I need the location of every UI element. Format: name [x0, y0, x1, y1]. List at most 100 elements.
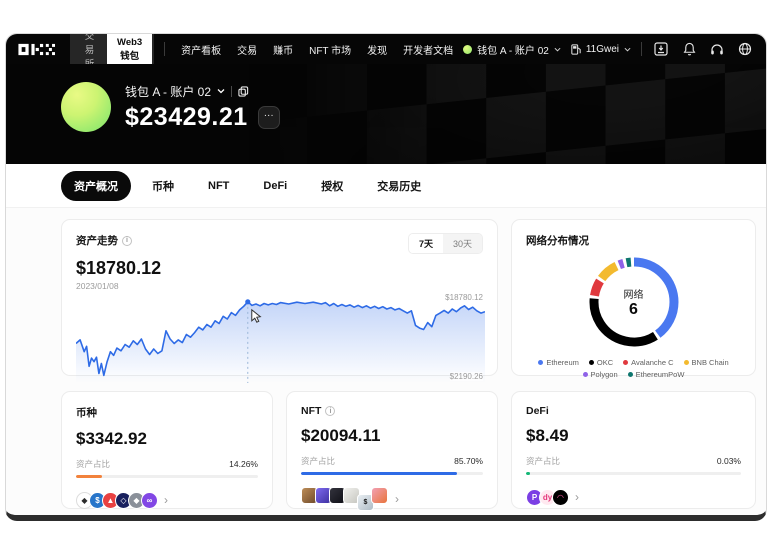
okx-logo-icon	[18, 43, 56, 55]
legend-okc: OKC	[588, 358, 613, 367]
wallet-selector[interactable]: 钱包 A - 账户 02	[463, 42, 561, 57]
legend-polygon: Polygon	[582, 370, 618, 379]
download-app-button[interactable]	[652, 40, 670, 58]
defi-value: $8.49	[526, 426, 569, 445]
network-donut-chart[interactable]	[584, 252, 684, 352]
donut-segment-avalanche-c	[589, 257, 678, 347]
ratio-label: 资产占比	[76, 459, 111, 469]
menu-discover[interactable]: 发现	[367, 45, 388, 57]
wallet-avatar-dot-icon	[463, 44, 473, 54]
chevron-down-icon	[624, 47, 631, 52]
menu-developer-docs[interactable]: 开发者文档	[403, 45, 454, 57]
more-actions-button[interactable]: ···	[257, 105, 280, 129]
wallet-name: 钱包 A - 账户 02	[125, 84, 212, 99]
nft-summary-card[interactable]: NFT i $20094.11 资产占比 85.70% $ ›	[286, 391, 498, 511]
info-icon[interactable]: i	[122, 235, 132, 246]
legend-dot-icon	[582, 372, 588, 377]
cursor-icon	[251, 308, 262, 323]
legend-bnb-chain: BNB Chain	[683, 358, 729, 367]
coins-percent: 14.26%	[229, 459, 258, 469]
menu-trade[interactable]: 交易	[237, 45, 258, 57]
trend-hover-value: $18780.12	[76, 258, 162, 278]
coins-token-list: ◆ $ ▲ ◇ ◆ ∞ ›	[76, 490, 258, 509]
tab-approvals[interactable]: 授权	[321, 180, 344, 193]
main-menu: 资产看板 交易 赚币 NFT 市场 发现 开发者文档	[181, 42, 453, 57]
wallet-selector-label: 钱包 A - 账户 02	[477, 45, 549, 57]
nav-right: 钱包 A - 账户 02 11Gwei	[463, 40, 754, 58]
legend-dot-icon	[623, 360, 629, 365]
wallet-dropdown-icon[interactable]	[217, 88, 225, 94]
notifications-button[interactable]	[680, 40, 698, 58]
legend-ethereum: Ethereum	[538, 358, 579, 367]
coins-progress-bar	[76, 475, 258, 478]
tab-coins[interactable]: 币种	[152, 180, 174, 193]
coins-value: $3342.92	[76, 429, 147, 448]
headset-icon	[711, 43, 723, 54]
info-icon[interactable]: i	[325, 406, 336, 416]
gas-pump-icon	[571, 43, 581, 55]
tab-nft[interactable]: NFT	[208, 179, 230, 192]
eth-icon: ◆	[76, 492, 93, 509]
trend-chart[interactable]: $18780.12 $2190.26	[75, 293, 486, 383]
nav-divider	[164, 42, 166, 56]
network-legend: Ethereum OKC Avalanche C BNB Chain Polyg…	[526, 358, 741, 379]
ratio-label: 资产占比	[526, 456, 561, 466]
polygon-icon: ∞	[141, 492, 158, 509]
tab-defi[interactable]: DeFi	[263, 179, 288, 192]
download-box-icon	[654, 42, 668, 56]
range-switch: 7天 30天	[407, 233, 483, 254]
range-7d-button[interactable]: 7天	[408, 234, 443, 253]
chevron-down-icon	[554, 47, 561, 52]
coins-title: 币种	[76, 407, 97, 419]
legend-dot-icon	[627, 372, 633, 377]
app-window: 交易所 Web3钱包 资产看板 交易 赚币 NFT 市场 发现 开发者文档 钱包…	[5, 33, 767, 521]
okx-logo[interactable]	[18, 43, 56, 56]
language-button[interactable]	[736, 40, 754, 58]
defi-title: DeFi	[526, 405, 549, 417]
donut-segment-ethereum	[589, 257, 678, 347]
legend-dot-icon	[538, 360, 544, 365]
network-title: 网络分布情况	[526, 235, 589, 247]
trend-hover-date: 2023/01/08	[76, 281, 119, 291]
legend-ethereumpow: EthereumPoW	[627, 370, 684, 379]
nft-value: $20094.11	[301, 426, 381, 445]
ratio-label: 资产占比	[301, 456, 336, 466]
range-30d-button[interactable]: 30天	[442, 234, 482, 253]
coins-progress-fill	[76, 475, 102, 478]
copy-address-icon[interactable]	[238, 85, 249, 97]
defi-progress-bar	[526, 472, 741, 475]
donut-center-value: 6	[629, 300, 638, 318]
donut-segment-okc	[589, 257, 678, 347]
nft-expand-chevron-icon[interactable]: ›	[395, 492, 399, 506]
menu-nft-market[interactable]: NFT 市场	[309, 45, 352, 57]
top-navigation: 交易所 Web3钱包 资产看板 交易 赚币 NFT 市场 发现 开发者文档 钱包…	[6, 34, 766, 75]
nft-progress-fill	[301, 472, 457, 475]
gas-price-selector[interactable]: 11Gwei	[571, 44, 631, 55]
globe-icon	[738, 42, 752, 56]
menu-assets-dashboard[interactable]: 资产看板	[181, 45, 222, 57]
tab-asset-overview[interactable]: 资产概况	[61, 170, 131, 201]
network-distribution-card: 网络分布情况 网络 6 Ethereum OKC Avalanche C BNB…	[511, 219, 756, 379]
donut-segment-ethereumpow	[589, 257, 678, 347]
coins-expand-chevron-icon[interactable]: ›	[164, 492, 168, 507]
asset-tabs: 资产概况 币种 NFT DeFi 授权 交易历史	[6, 164, 766, 208]
menu-earn[interactable]: 赚币	[273, 45, 294, 57]
tab-history[interactable]: 交易历史	[377, 180, 422, 193]
support-button[interactable]	[708, 40, 726, 58]
nft-thumb-list: $ ›	[301, 487, 483, 511]
nft-thumb-6-icon	[371, 487, 388, 504]
donut-center-label: 网络	[623, 289, 644, 301]
defi-protocol-2-icon: dy	[539, 489, 556, 506]
wallet-hero: 钱包 A - 账户 02 $23429.21 ···	[6, 64, 766, 164]
hover-dot	[245, 299, 251, 305]
defi-expand-chevron-icon[interactable]: ›	[575, 489, 579, 504]
defi-percent: 0.03%	[716, 456, 741, 466]
legend-dot-icon	[588, 360, 594, 365]
coins-summary-card[interactable]: 币种 $3342.92 资产占比 14.26% ◆ $ ▲ ◇ ◆ ∞ ›	[61, 391, 273, 509]
defi-protocol-3-icon: ◠	[552, 489, 569, 506]
gas-price-label: 11Gwei	[585, 43, 619, 55]
defi-progress-fill	[526, 472, 530, 475]
divider	[231, 85, 233, 97]
